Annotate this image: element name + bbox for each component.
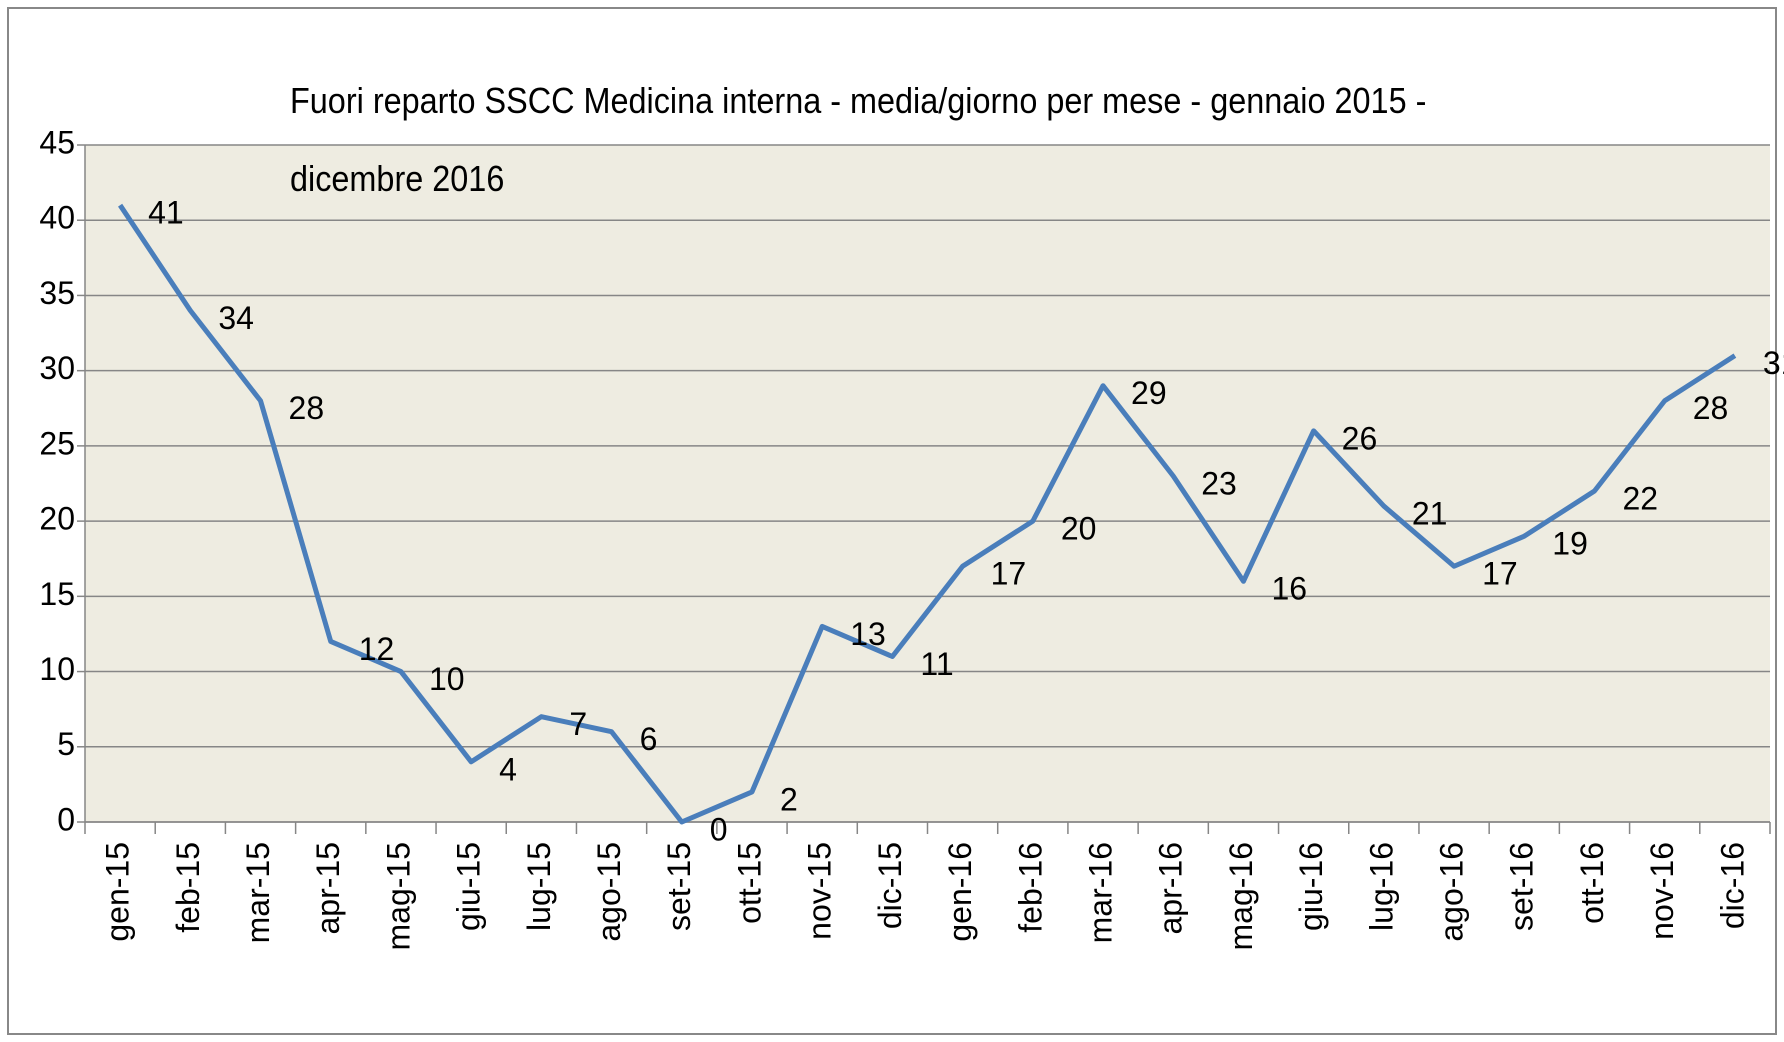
data-label: 23 [1201,465,1237,501]
data-label: 0 [710,811,728,847]
data-label: 19 [1552,526,1588,562]
data-label: 4 [499,751,517,787]
data-label: 34 [218,300,254,336]
x-tick-label: giu-15 [451,842,487,931]
data-label: 6 [640,721,658,757]
x-tick-label: nov-16 [1644,842,1680,940]
plot-area [85,145,1770,822]
y-tick-label: 30 [39,350,75,386]
x-tick-label: apr-15 [310,842,346,935]
x-tick-label: gen-16 [942,842,978,942]
x-tick-label: set-16 [1504,842,1540,931]
x-tick-label: mar-16 [1082,842,1118,943]
x-tick-label: mar-15 [240,842,276,943]
x-tick-label: mag-15 [380,842,416,951]
x-tick-label: lug-15 [521,842,557,931]
x-tick-label: apr-16 [1153,842,1189,935]
x-tick-label: ago-15 [591,842,627,942]
y-tick-label: 25 [39,425,75,461]
x-tick-label: ott-15 [731,842,767,924]
x-tick-label: feb-16 [1012,842,1048,933]
x-tick-label: lug-16 [1363,842,1399,931]
data-label: 26 [1342,420,1378,456]
x-tick-label: ott-16 [1574,842,1610,924]
chart-title: Fuori reparto SSCC Medicina interna - me… [290,62,1478,218]
data-label: 13 [850,616,886,652]
y-tick-label: 15 [39,576,75,612]
data-label: 20 [1061,511,1097,547]
data-label: 10 [429,661,465,697]
data-label: 7 [569,706,587,742]
y-tick-label: 20 [39,501,75,537]
y-tick-label: 35 [39,275,75,311]
x-tick-label: dic-15 [872,842,908,929]
y-tick-label: 0 [57,801,75,837]
data-label: 11 [920,646,953,682]
y-tick-label: 5 [57,726,75,762]
x-tick-label: set-15 [661,842,697,931]
y-tick-label: 10 [39,651,75,687]
data-label: 17 [991,556,1027,592]
x-tick-label: giu-16 [1293,842,1329,931]
x-tick-label: feb-15 [170,842,206,933]
data-label: 17 [1482,556,1518,592]
x-tick-label: gen-15 [100,842,136,942]
page: 051015202530354045gen-15feb-15mar-15apr-… [0,0,1784,1042]
x-tick-label: ago-16 [1434,842,1470,942]
data-label: 41 [148,195,184,231]
y-tick-label: 40 [39,200,75,236]
data-label: 31 [1763,345,1784,381]
data-label: 28 [289,390,325,426]
x-tick-label: dic-16 [1714,842,1750,929]
x-tick-label: mag-16 [1223,842,1259,951]
y-tick-label: 45 [39,124,75,160]
data-label: 29 [1131,375,1167,411]
data-label: 16 [1271,571,1307,607]
data-label: 12 [359,631,395,667]
data-label: 22 [1622,480,1658,516]
data-label: 2 [780,781,798,817]
x-tick-label: nov-15 [802,842,838,940]
data-label: 28 [1693,390,1729,426]
data-label: 21 [1412,496,1448,532]
